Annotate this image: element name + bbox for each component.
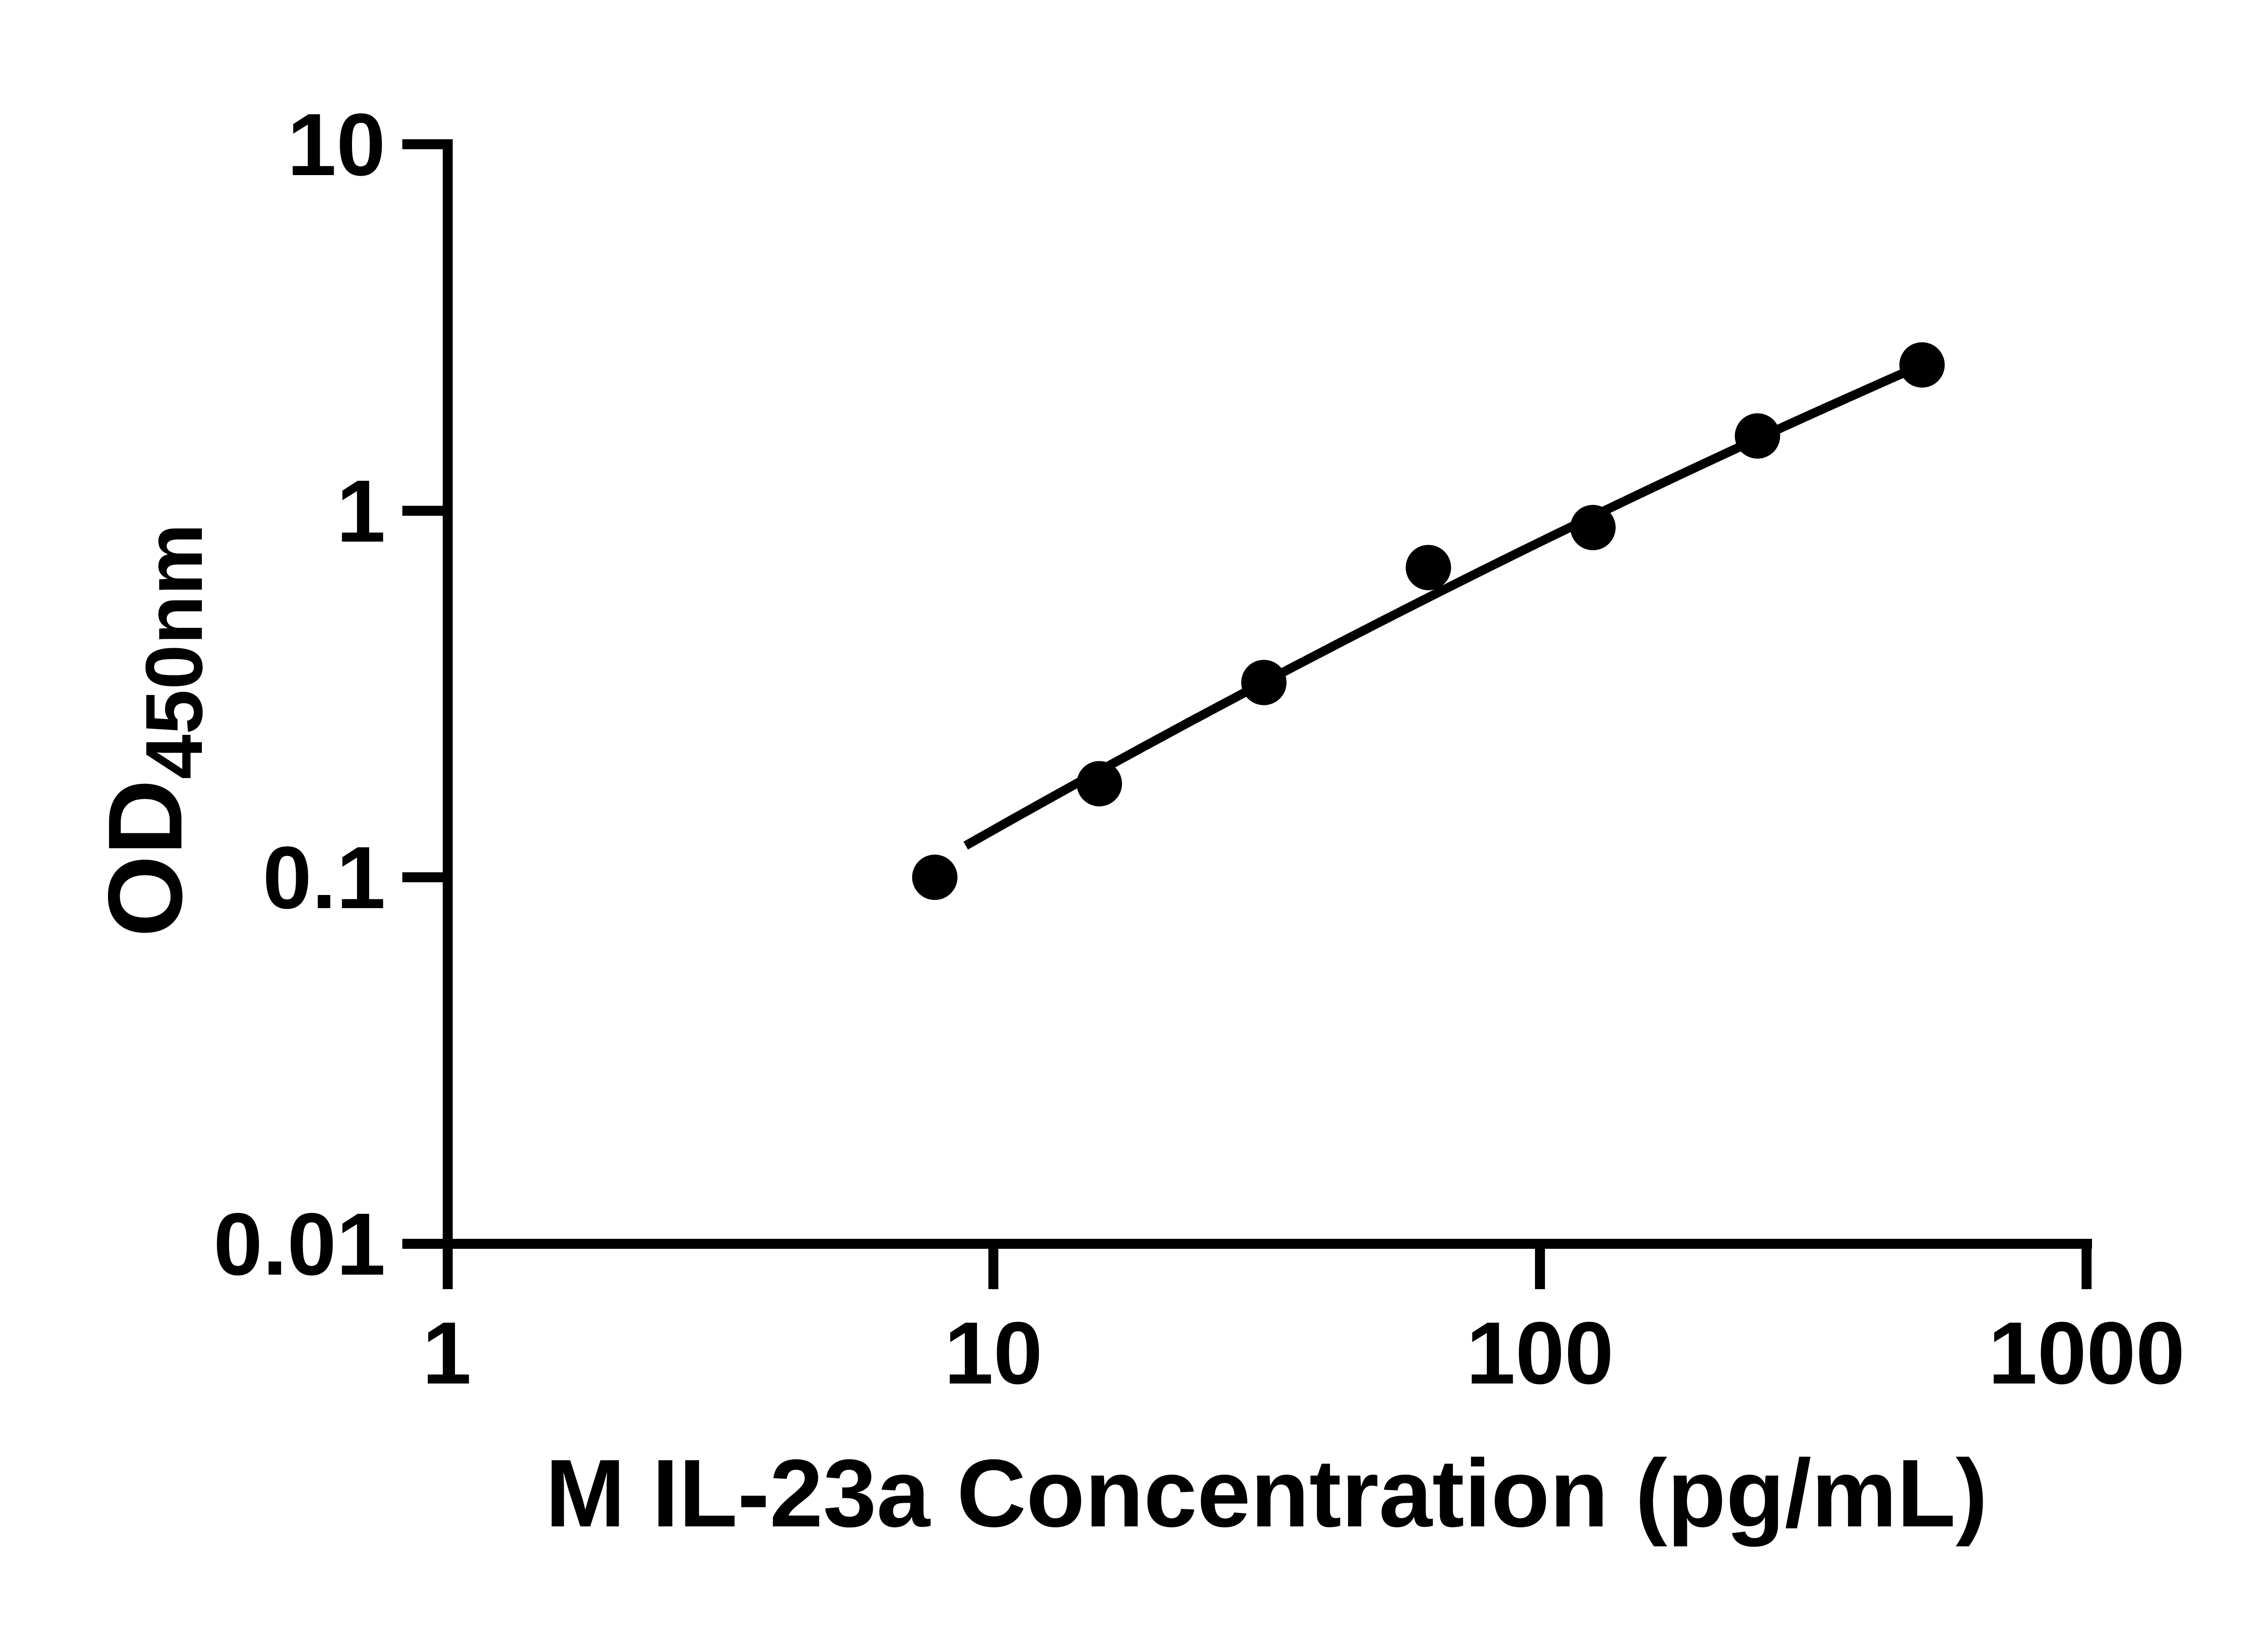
y-axis-title-subscript: 450nm [129, 523, 219, 779]
data-points [912, 342, 1945, 900]
x-tick-label: 10 [944, 1304, 1043, 1403]
x-tick-label: 100 [1466, 1304, 1613, 1403]
y-axis-title: OD450nm [87, 523, 219, 937]
y-tick-label: 1 [337, 462, 386, 561]
y-tick-label: 10 [287, 95, 386, 194]
data-point [1241, 660, 1287, 705]
y-tick-label: 0.01 [213, 1195, 386, 1294]
y-axis-tick-labels: 0.01 0.1 1 10 [213, 95, 386, 1294]
x-tick-label: 1 [422, 1304, 471, 1403]
data-point [1076, 761, 1122, 807]
axes [402, 139, 2092, 1289]
y-axis-title-main: OD [87, 779, 204, 937]
data-point [1735, 413, 1780, 459]
data-point [912, 855, 958, 900]
data-point [1406, 545, 1451, 591]
x-tick-label: 1000 [1988, 1304, 2185, 1403]
x-axis-tick-labels: 1 10 100 1000 [422, 1304, 2185, 1403]
data-point [1899, 342, 1945, 388]
x-axis-title: M IL-23a Concentration (pg/mL) [545, 1439, 1988, 1547]
y-tick-label: 0.1 [263, 828, 386, 927]
x-axis-ticks [988, 1244, 2092, 1289]
data-point [1570, 505, 1616, 550]
y-axis-ticks [402, 139, 448, 882]
